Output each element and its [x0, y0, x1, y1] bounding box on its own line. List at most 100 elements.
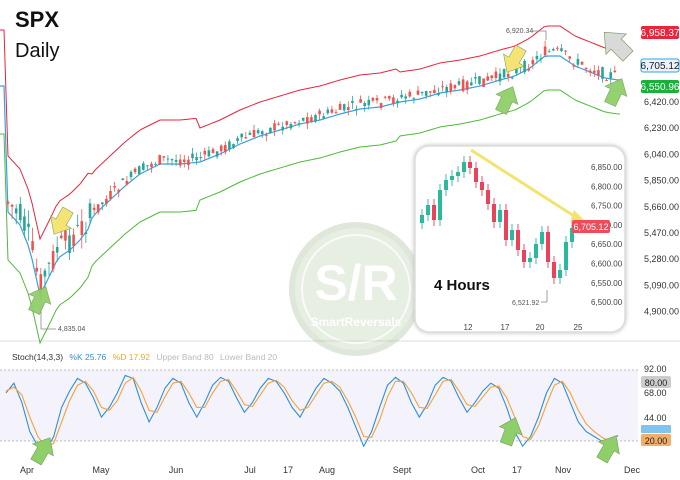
candle-body [88, 203, 92, 219]
price-tick: 5,470.00 [644, 228, 679, 238]
stoch-k-label: %K 25.76 [69, 352, 107, 362]
candle-body [178, 159, 182, 166]
candle-body [400, 94, 403, 98]
candle-body [166, 158, 170, 160]
price-axis: 6,420.00 6,230.00 6,040.00 5,850.00 5,660.00… [644, 97, 679, 317]
candle-body [285, 121, 289, 125]
arrow-green-apr [28, 286, 52, 315]
candle-body [461, 79, 465, 92]
candle-body [371, 97, 375, 101]
candle-body [80, 221, 84, 236]
candle-body [43, 270, 47, 277]
candle-body [334, 112, 338, 114]
candle-body [433, 89, 436, 94]
candle-body [293, 122, 297, 124]
inset-time-tick: 20 [536, 323, 545, 332]
inset-price-tick: 6,800.00 [591, 182, 623, 191]
candle-body [154, 163, 157, 165]
badge-lower: 6,550.96 [641, 82, 680, 93]
time-tick: May [92, 465, 110, 475]
candle-body [6, 201, 10, 204]
candle-body [568, 56, 571, 59]
candle-body [547, 51, 551, 53]
candle-body [248, 132, 252, 135]
inset-candle-body [468, 162, 472, 168]
candle-body [260, 131, 264, 135]
candle-body [252, 129, 256, 138]
candle-body [174, 159, 178, 162]
price-tick: 6,230.00 [644, 123, 679, 133]
stoch-arrow-apr [30, 437, 54, 466]
candle-body [457, 81, 461, 85]
candle-body [437, 93, 440, 96]
inset-time-tick: 17 [501, 323, 510, 332]
candle-body [60, 235, 63, 239]
stoch-tick: 92.00 [644, 364, 667, 374]
candle-body [244, 137, 248, 139]
candle-body [228, 141, 231, 150]
price-tick: 5,090.00 [644, 280, 679, 290]
time-tick: Apr [20, 465, 34, 475]
inset-candle-body [558, 270, 562, 278]
candle-body [14, 208, 18, 214]
candle-body [560, 48, 563, 52]
arrow-gray-upper [603, 31, 634, 62]
candle-body [441, 86, 444, 88]
candle-body [162, 156, 166, 158]
price-tick: 5,280.00 [644, 254, 679, 264]
time-tick: 17 [283, 465, 293, 475]
time-tick: Jun [169, 465, 184, 475]
candle-body [219, 145, 223, 152]
candle-body [470, 82, 473, 86]
candle-body [314, 115, 317, 122]
candle-body [301, 117, 305, 121]
upper-band-line [0, 25, 621, 241]
candle-body [289, 124, 293, 129]
stoch-lower-label: Lower Band 20 [219, 352, 278, 362]
candle-body [347, 107, 350, 110]
candle-body [150, 163, 153, 168]
watermark: S/R SmartReversals [289, 222, 423, 356]
candle-body [490, 75, 494, 79]
time-tick: 17 [512, 465, 522, 475]
candle-body [76, 224, 79, 226]
candle-body [68, 235, 71, 254]
candle-body [588, 70, 592, 73]
candle-body [506, 73, 510, 77]
candle-body [412, 98, 416, 100]
candle-body [609, 72, 612, 79]
candle-body [109, 191, 112, 200]
inset-4h-chart: 6,850.006,800.006,750.006,700.006,650.00… [414, 145, 626, 333]
inset-price-tick: 6,500.00 [591, 298, 623, 307]
inset-candle-body [450, 176, 454, 180]
arrow-yellow-apr [50, 206, 74, 235]
candle-body [232, 144, 235, 148]
watermark-brand: SmartReversals [311, 315, 402, 329]
candle-body [375, 97, 379, 101]
inset-candle-body [438, 190, 442, 220]
arrow-green-nov [604, 78, 628, 107]
low-callout-text: 4,835.04 [58, 326, 85, 333]
high-callout: 6,920.34 [506, 28, 547, 40]
candle-body [137, 166, 141, 175]
candle-body [572, 65, 576, 67]
stoch-d-label: %D 17.92 [112, 352, 150, 362]
candle-body [613, 70, 617, 73]
candle-body [584, 68, 588, 70]
candle-body [125, 180, 129, 185]
candle-body [273, 123, 276, 131]
candle-body [351, 100, 354, 103]
inset-candle-body [480, 182, 484, 190]
candle-body [199, 157, 202, 159]
candle-body [129, 171, 133, 178]
candle-body [146, 165, 149, 167]
stoch-upper-badge: 80.00 [645, 378, 668, 388]
inset-candle-body [510, 230, 514, 240]
candle-body [424, 90, 428, 96]
candle-body [605, 79, 608, 81]
time-tick: Nov [555, 465, 572, 475]
candle-body [269, 127, 272, 133]
stochastic-panel: 92.00 68.00 44.00 80.00 20.00 [0, 364, 671, 466]
candle-body [306, 117, 309, 124]
